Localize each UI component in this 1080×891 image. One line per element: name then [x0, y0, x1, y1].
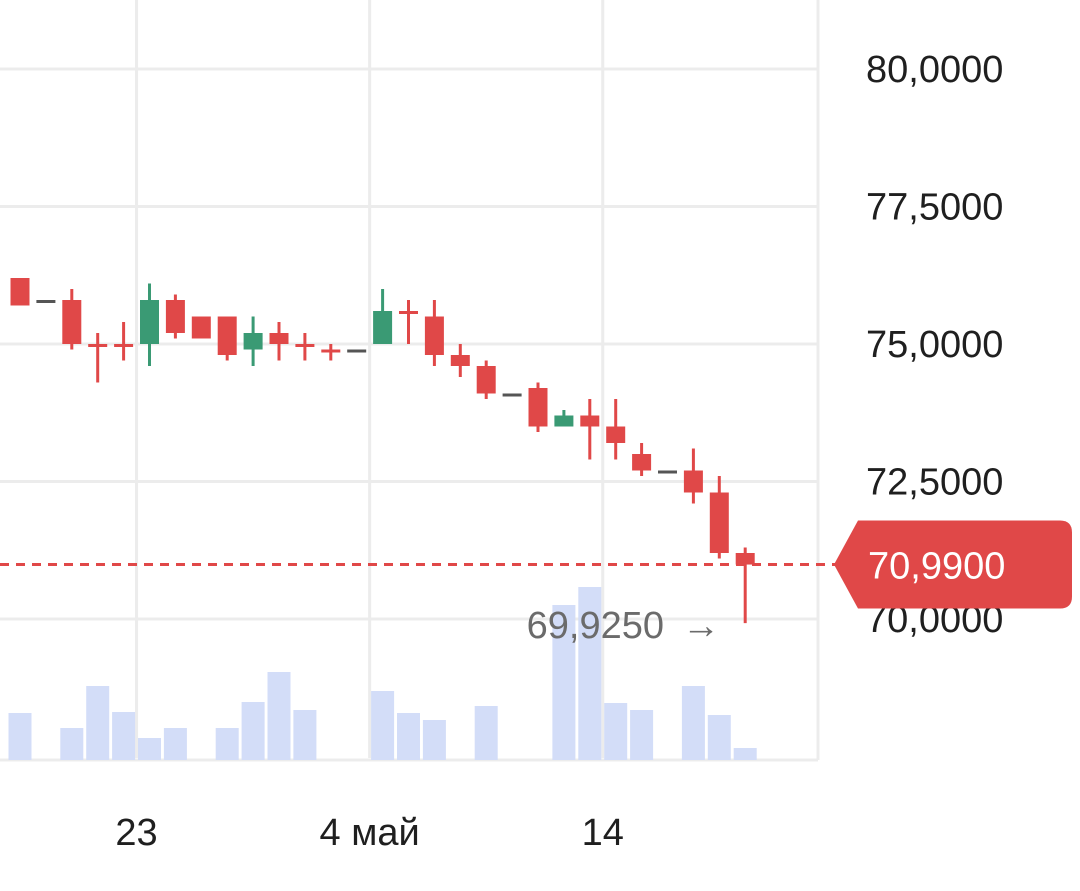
- candle: [269, 322, 289, 361]
- candle-body: [476, 366, 496, 394]
- x-tick-label: 14: [582, 812, 624, 854]
- volume-bar: [293, 710, 317, 760]
- last-price-label: 70,9900: [868, 546, 1005, 588]
- candle: [502, 393, 522, 397]
- low-price-label: 69,9250: [527, 605, 664, 647]
- volume-bar: [163, 728, 187, 760]
- volume-bar: [215, 728, 239, 760]
- candle-body: [62, 300, 82, 344]
- candle: [735, 547, 755, 624]
- volume-bar: [241, 702, 265, 760]
- candle-body: [347, 349, 367, 353]
- candle-body: [243, 333, 263, 350]
- candle-body: [554, 415, 574, 427]
- last-price-badge: [834, 520, 1072, 609]
- x-tick-label: 4 май: [320, 812, 420, 854]
- volume-bar: [138, 738, 161, 760]
- volume-bar: [474, 706, 498, 760]
- y-tick-label: 77,5000: [866, 187, 1003, 229]
- candle: [683, 448, 703, 504]
- grid: [0, 0, 820, 762]
- candle-body: [88, 344, 108, 347]
- candle: [476, 360, 496, 399]
- candle-body: [735, 553, 755, 565]
- volume-bar: [371, 691, 395, 760]
- candle: [709, 476, 729, 559]
- candle-body: [36, 300, 56, 303]
- candle-body: [114, 344, 134, 347]
- volume-bar: [604, 703, 628, 760]
- candle-body: [295, 344, 315, 347]
- candle-body: [269, 333, 289, 344]
- candle: [165, 294, 185, 339]
- candle: [658, 470, 677, 474]
- candle: [321, 344, 341, 361]
- candle: [347, 349, 367, 353]
- volume-bar: [733, 748, 757, 760]
- candle-body: [165, 300, 185, 333]
- candle: [632, 443, 652, 476]
- candle: [114, 322, 134, 361]
- candle-body: [217, 316, 237, 355]
- y-tick-label: 72,5000: [866, 462, 1003, 504]
- candle: [580, 399, 600, 460]
- candle: [140, 283, 159, 366]
- candle-body: [424, 316, 444, 355]
- price-overlay: 70,9900 69,9250 →: [0, 520, 1072, 647]
- candle: [36, 300, 56, 303]
- volume-bar: [397, 713, 420, 760]
- volume-bars: [8, 587, 757, 760]
- candle-body: [528, 388, 548, 427]
- candle-body: [140, 300, 159, 344]
- y-tick-label: 80,0000: [866, 49, 1003, 91]
- low-price-arrow-icon: →: [682, 605, 720, 647]
- candle-body: [658, 470, 677, 474]
- volume-bar: [112, 712, 136, 760]
- volume-bar: [552, 605, 576, 760]
- volume-bar: [86, 686, 110, 760]
- candle: [295, 333, 315, 361]
- volume-bar: [8, 713, 32, 760]
- volume-bar: [681, 686, 705, 760]
- candle-body: [683, 470, 703, 493]
- x-axis: 23 4 май 14: [115, 812, 623, 854]
- candle-body: [10, 278, 30, 306]
- candle-body: [399, 311, 418, 314]
- candle: [554, 410, 574, 427]
- volume-bar: [60, 728, 84, 760]
- y-tick-label: 75,0000: [866, 324, 1003, 366]
- volume-bar: [707, 715, 731, 760]
- candle: [399, 300, 418, 344]
- candles: [10, 278, 755, 624]
- candle-body: [606, 426, 626, 443]
- candle: [450, 344, 470, 377]
- volume-bar: [422, 720, 446, 760]
- volume-bar: [630, 710, 654, 760]
- candle: [191, 316, 211, 339]
- candle-body: [450, 355, 470, 366]
- candle: [62, 289, 82, 350]
- candle: [217, 316, 237, 361]
- candle-body: [709, 492, 729, 553]
- candle-body: [373, 311, 393, 344]
- candle-body: [321, 349, 341, 353]
- volume-bar: [267, 672, 291, 760]
- candle: [606, 399, 626, 460]
- candle: [528, 382, 548, 432]
- candle: [88, 333, 108, 383]
- candle: [373, 289, 393, 344]
- candle: [10, 278, 30, 306]
- candle: [424, 300, 444, 366]
- x-tick-label: 23: [115, 812, 157, 854]
- candle-body: [191, 316, 211, 339]
- volume-bar: [578, 587, 602, 760]
- candle-body: [580, 415, 600, 427]
- candle-body: [632, 454, 652, 471]
- candle-body: [502, 393, 522, 397]
- candle: [243, 316, 263, 366]
